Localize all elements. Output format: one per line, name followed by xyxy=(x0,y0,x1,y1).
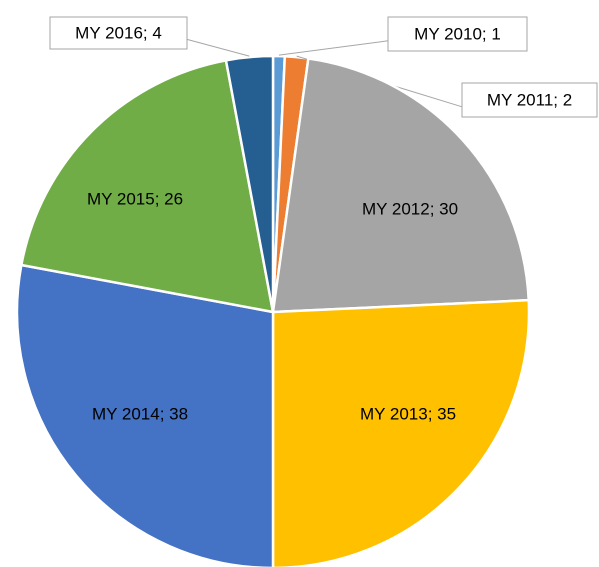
pie-slice xyxy=(19,58,275,314)
label-box xyxy=(387,16,528,52)
pie-slice xyxy=(15,263,275,567)
label-box xyxy=(49,16,188,50)
data-label: MY 2012; 30 xyxy=(362,199,458,218)
pie-slice xyxy=(224,54,275,313)
data-label: MY 2011; 2 xyxy=(487,90,572,109)
pie-slice xyxy=(271,57,531,314)
leader-line xyxy=(278,40,389,56)
data-label: MY 2013; 35 xyxy=(360,404,456,423)
data-label: MY 2010; 1 xyxy=(414,24,501,43)
label-box xyxy=(461,82,598,118)
leader-line xyxy=(186,38,250,57)
data-label: MY 2015; 26 xyxy=(87,189,183,208)
data-label: MY 2016; 4 xyxy=(75,23,162,42)
data-label: MY 2014; 38 xyxy=(92,404,188,423)
pie-slice xyxy=(271,298,531,567)
